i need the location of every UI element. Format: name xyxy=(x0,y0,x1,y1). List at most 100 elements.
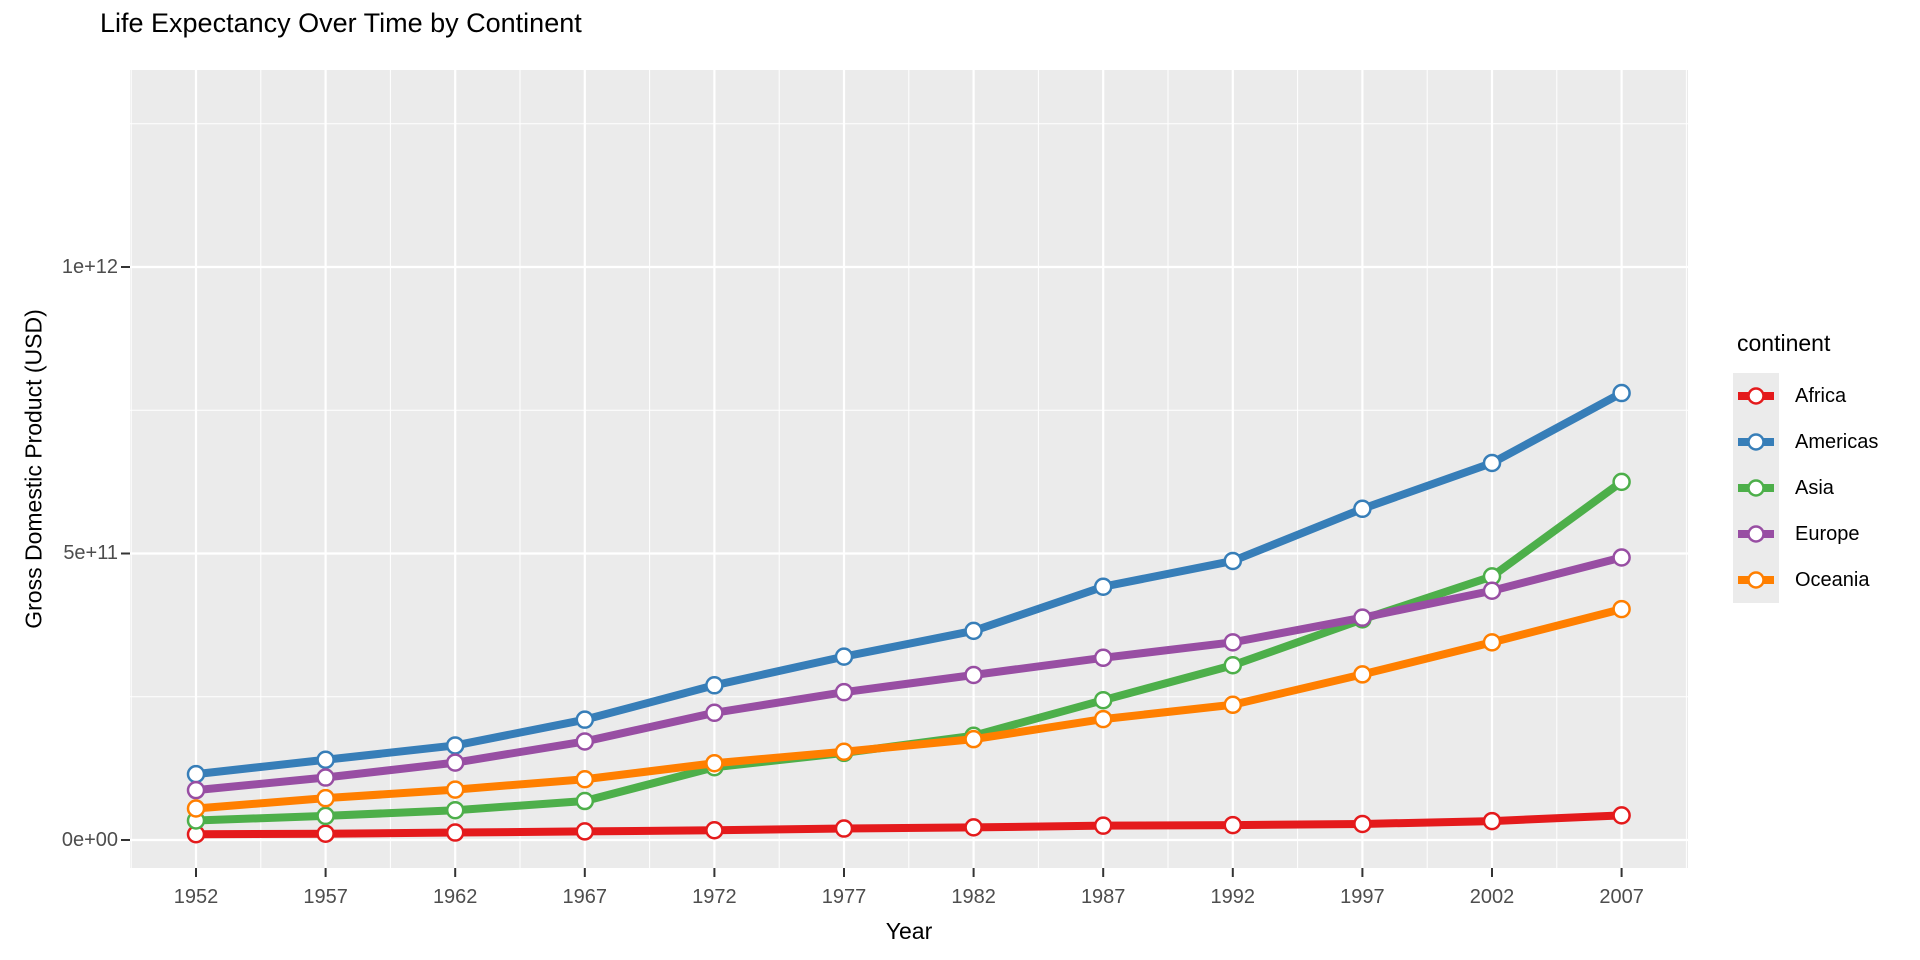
legend-point-africa xyxy=(1747,387,1765,405)
legend-label-africa: Africa xyxy=(1795,384,1847,407)
data-point-europe-1977 xyxy=(834,682,854,702)
data-point-oceania-2007 xyxy=(1612,599,1631,619)
data-point-asia-1957 xyxy=(316,806,335,826)
x-tick-label-2007: 2007 xyxy=(1599,886,1644,908)
legend-item-asia: Asia xyxy=(1733,465,1878,511)
data-point-oceania-1992 xyxy=(1223,695,1243,715)
data-point-oceania-1962 xyxy=(445,780,465,799)
data-point-americas-1952 xyxy=(186,764,206,784)
data-point-americas-1987 xyxy=(1093,577,1113,596)
data-point-americas-1997 xyxy=(1353,499,1372,519)
data-point-europe-1972 xyxy=(705,703,724,723)
data-point-americas-1972 xyxy=(705,676,724,695)
legend-key-europe xyxy=(1733,511,1779,557)
legend-glyph-americas xyxy=(1738,433,1774,451)
legend-label-europe: Europe xyxy=(1795,522,1860,545)
series-line-oceania xyxy=(195,605,1623,813)
data-point-europe-2002 xyxy=(1482,581,1502,600)
data-point-africa-2007 xyxy=(1612,806,1631,825)
data-point-americas-1977 xyxy=(834,647,854,666)
data-point-africa-1962 xyxy=(445,823,465,842)
y-tick-label-1e12: 1e+12 xyxy=(61,256,118,278)
x-tick-label-1952: 1952 xyxy=(174,886,219,908)
legend-glyph-oceania xyxy=(1738,571,1774,589)
legend-glyph-africa xyxy=(1738,387,1774,405)
minor-gridlines xyxy=(130,70,1688,868)
legend-point-asia xyxy=(1747,479,1765,497)
data-point-americas-2002 xyxy=(1482,453,1502,473)
data-point-americas-1967 xyxy=(575,710,595,729)
legend-items: Africa Americas Asia Europe Oceania xyxy=(1733,373,1878,603)
legend-label-asia: Asia xyxy=(1795,476,1834,499)
x-tick-label-1992: 1992 xyxy=(1211,886,1256,908)
data-point-americas-1957 xyxy=(316,750,335,770)
x-tick-label-1997: 1997 xyxy=(1340,886,1385,908)
legend-key-americas xyxy=(1733,419,1779,465)
data-point-oceania-1982 xyxy=(964,729,983,749)
x-tick-label-1957: 1957 xyxy=(303,886,348,908)
x-tick-label-1967: 1967 xyxy=(563,886,608,908)
series-line-americas xyxy=(195,389,1624,779)
x-tick-label-1972: 1972 xyxy=(692,886,737,908)
data-point-americas-1992 xyxy=(1223,551,1243,571)
data-point-africa-1982 xyxy=(964,818,983,837)
y-tick-label-5e11: 5e+11 xyxy=(63,542,118,564)
axis-tick-marks xyxy=(121,266,1623,877)
data-point-africa-1987 xyxy=(1093,816,1113,835)
data-point-europe-1957 xyxy=(316,768,335,787)
data-point-oceania-1987 xyxy=(1093,709,1113,729)
data-point-europe-1967 xyxy=(575,732,595,751)
data-point-oceania-1977 xyxy=(834,742,854,762)
series-line-europe xyxy=(195,553,1623,795)
data-point-asia-2007 xyxy=(1612,472,1631,492)
data-point-oceania-1967 xyxy=(575,770,595,789)
data-point-europe-1992 xyxy=(1223,633,1243,652)
data-point-americas-2007 xyxy=(1612,383,1631,403)
legend-point-oceania xyxy=(1747,571,1765,589)
data-point-americas-1982 xyxy=(964,621,983,641)
series-line-africa xyxy=(195,811,1622,839)
x-tick-label-2002: 2002 xyxy=(1470,886,1515,908)
data-point-europe-2007 xyxy=(1612,548,1631,567)
x-tick-label-1982: 1982 xyxy=(951,886,996,908)
legend-key-asia xyxy=(1733,465,1779,511)
data-point-europe-1962 xyxy=(445,753,465,772)
x-tick-label-1977: 1977 xyxy=(822,886,867,908)
legend-title: continent xyxy=(1737,330,1831,356)
legend-item-oceania: Oceania xyxy=(1733,557,1878,603)
data-point-africa-2002 xyxy=(1482,811,1502,831)
data-point-africa-1977 xyxy=(834,819,854,838)
y-tick-label-0: 0e+00 xyxy=(61,829,118,851)
data-point-oceania-1952 xyxy=(186,799,206,818)
legend-key-africa xyxy=(1733,373,1779,419)
chart-title: Life Expectancy Over Time by Continent xyxy=(100,8,582,38)
data-point-africa-1972 xyxy=(705,821,724,840)
x-axis-title: Year xyxy=(885,918,933,944)
data-point-oceania-1957 xyxy=(316,788,335,808)
legend-item-africa: Africa xyxy=(1733,373,1878,419)
legend-label-americas: Americas xyxy=(1795,430,1879,453)
data-point-oceania-1972 xyxy=(705,753,724,773)
data-point-oceania-1997 xyxy=(1353,665,1372,684)
x-tick-label-1962: 1962 xyxy=(433,886,478,908)
data-point-asia-1987 xyxy=(1093,690,1113,710)
data-point-asia-1962 xyxy=(445,800,465,820)
legend-item-americas: Americas xyxy=(1733,419,1878,465)
legend-label-oceania: Oceania xyxy=(1795,568,1870,591)
x-axis-tick-labels: 1952 1957 1962 1967 1972 1977 1982 1987 1992 1997… xyxy=(174,886,1644,908)
data-point-americas-1962 xyxy=(445,736,465,755)
data-point-asia-1992 xyxy=(1223,655,1243,675)
legend-glyph-asia xyxy=(1738,479,1774,497)
data-point-africa-1992 xyxy=(1223,815,1243,835)
legend: continent Africa Americas Asia Europe Oceani… xyxy=(1733,330,1878,603)
series-lines xyxy=(186,383,1631,844)
x-tick-label-1987: 1987 xyxy=(1081,886,1126,908)
data-point-asia-1967 xyxy=(575,791,595,811)
legend-key-oceania xyxy=(1733,557,1779,603)
data-point-africa-1957 xyxy=(316,824,335,843)
legend-glyph-europe xyxy=(1738,525,1774,543)
data-point-europe-1952 xyxy=(186,780,206,800)
y-axis-title: Gross Domestic Product (USD) xyxy=(20,309,47,629)
